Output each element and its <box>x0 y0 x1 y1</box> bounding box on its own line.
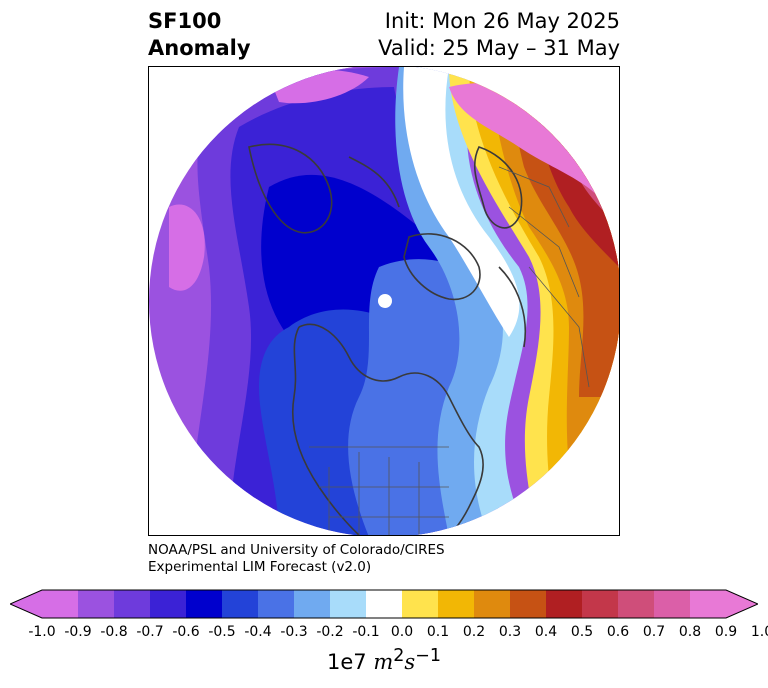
colorbar-ticks: -1.0 -0.9 -0.8 -0.7 -0.6 -0.5 -0.4 -0.3 -0.2 -0.1… <box>0 624 768 644</box>
colorbar-bin <box>474 590 511 618</box>
colorbar-tick-label: 0.2 <box>462 624 486 640</box>
map-title: SF100 Anomaly <box>148 8 251 62</box>
colorbar-tick-label: 0.8 <box>678 624 702 640</box>
anomaly-map <box>148 66 620 536</box>
colorbar-tick-label: -0.6 <box>172 624 200 640</box>
colorbar-tick-label: -1.0 <box>28 624 56 640</box>
coastline-north-america-east <box>298 323 484 535</box>
colorbar-bin <box>78 590 115 618</box>
border-europe-1 <box>498 166 570 228</box>
colorbar-tick-label: 0.4 <box>534 624 558 640</box>
colorbar-bin <box>438 590 475 618</box>
colorbar-over-arrow <box>726 590 758 618</box>
colorbar-tick-label: -0.4 <box>244 624 272 640</box>
colorbar-tick-label: 0.9 <box>714 624 738 640</box>
colorbar-bin <box>690 590 727 618</box>
colorbar-bin <box>114 590 151 618</box>
title-kind: Anomaly <box>148 36 251 60</box>
credit-line-1: NOAA/PSL and University of Colorado/CIRE… <box>148 542 445 558</box>
colorbar-tick-label: -0.8 <box>100 624 128 640</box>
colorbar-tick-label: 0.6 <box>606 624 630 640</box>
colorbar-bin <box>618 590 655 618</box>
border-europe-2 <box>508 206 580 298</box>
colorbar-bin <box>330 590 367 618</box>
colorbar-bin <box>366 590 403 618</box>
colorbar-tick-label: 0.1 <box>426 624 450 640</box>
colorbar-tick-label: -0.7 <box>136 624 164 640</box>
colorbar-bin <box>546 590 583 618</box>
units-s: s <box>404 650 416 674</box>
colorbar-bin <box>222 590 259 618</box>
border-europe-3 <box>528 266 590 388</box>
colorbar-tick-label: -0.5 <box>208 624 236 640</box>
colorbar-tick-label: 1.0 <box>750 624 768 640</box>
title-variable: SF100 <box>148 9 222 33</box>
colorbar-bin <box>42 590 79 618</box>
colorbar-tick-label: -0.1 <box>352 624 380 640</box>
borders <box>309 166 590 535</box>
colorbar-bin <box>402 590 439 618</box>
pole-marker <box>378 294 392 308</box>
colorbar-bin <box>582 590 619 618</box>
units-prefix: 1e7 <box>327 650 374 674</box>
map-canvas <box>149 67 619 535</box>
units-m-exponent: 2 <box>393 646 405 666</box>
colorbar-outline <box>10 589 758 619</box>
colorbar-bins <box>42 590 727 618</box>
colorbar-tick-label: 0.0 <box>390 624 414 640</box>
colorbar-bin <box>150 590 187 618</box>
field-magenta-left <box>169 204 205 291</box>
colorbar-tick-label: -0.2 <box>316 624 344 640</box>
coastline-arctic <box>348 156 400 208</box>
colorbar-tick-label: -0.3 <box>280 624 308 640</box>
colorbar-bin <box>186 590 223 618</box>
map-dates: Init: Mon 26 May 2025 Valid: 25 May – 31… <box>378 8 620 62</box>
colorbar-under-arrow <box>10 590 42 618</box>
colorbar-bin <box>654 590 691 618</box>
colorbar-bin <box>510 590 547 618</box>
colorbar-tick-label: -0.9 <box>64 624 92 640</box>
coastlines <box>248 143 527 535</box>
credit-line-2: Experimental LIM Forecast (v2.0) <box>148 559 372 575</box>
coastline-siberia <box>248 143 333 234</box>
colorbar-tick-label: 0.5 <box>570 624 594 640</box>
units-m: m <box>373 650 394 674</box>
credit: NOAA/PSL and University of Colorado/CIRE… <box>148 542 445 576</box>
colorbar-tick-label: 0.7 <box>642 624 666 640</box>
colorbar-bin <box>294 590 331 618</box>
coastline-north-america-west <box>291 326 360 535</box>
units-s-exponent: −1 <box>415 646 441 666</box>
field-neutral <box>403 67 520 337</box>
coastline-europe <box>498 266 527 348</box>
colorbar-bin <box>258 590 295 618</box>
colorbar <box>10 589 758 619</box>
colorbar-tick-label: 0.3 <box>498 624 522 640</box>
init-date: Init: Mon 26 May 2025 <box>384 9 620 33</box>
valid-range: Valid: 25 May – 31 May <box>378 36 620 60</box>
coastline-greenland <box>403 233 481 301</box>
colorbar-units: 1e7 m2s−1 <box>0 646 768 674</box>
